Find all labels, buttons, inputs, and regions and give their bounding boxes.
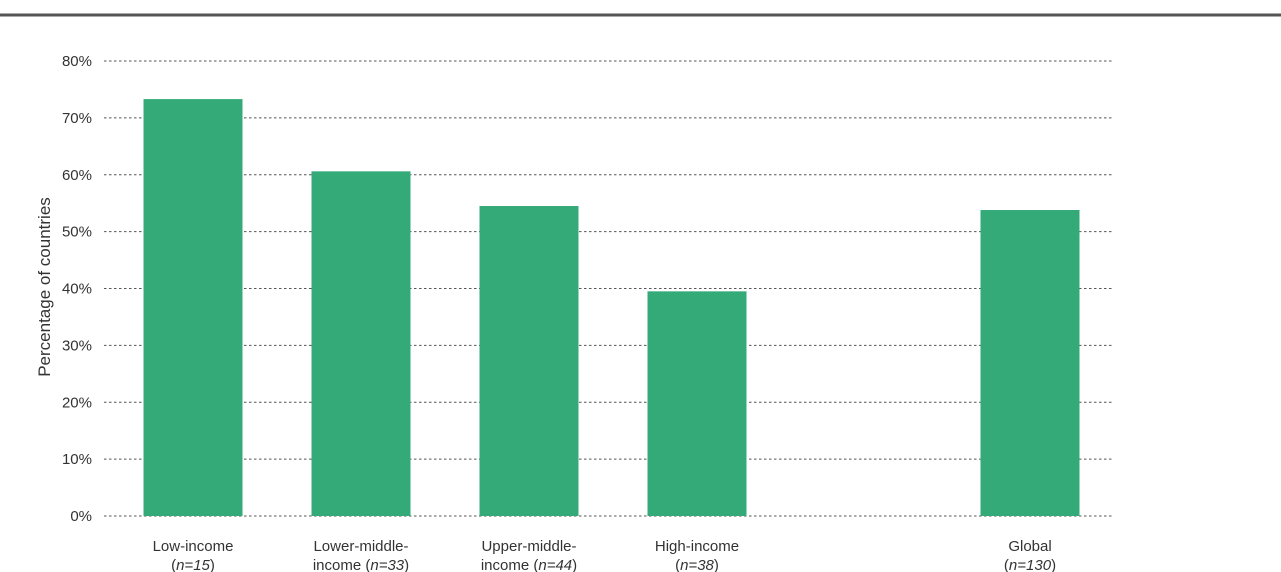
y-tick-label: 80% [62, 53, 92, 70]
x-category-count-label: (n=38) [675, 557, 719, 572]
x-axis-labels: Low-income (n=15) Lower-middle-income (n=3… [153, 538, 1057, 572]
y-tick-label: 60% [62, 167, 92, 184]
x-category-count-label: (n=15) [171, 557, 215, 572]
x-category-label: Low-income [153, 538, 234, 555]
bar [980, 210, 1080, 516]
y-tick-label: 30% [62, 337, 92, 354]
y-tick-label: 40% [62, 281, 92, 298]
bar [479, 206, 579, 516]
bar [143, 99, 243, 516]
x-category-label: Global [1008, 538, 1051, 555]
y-tick-label: 70% [62, 110, 92, 127]
x-category-count-label: income (n=44) [481, 557, 577, 572]
y-tick-label: 50% [62, 224, 92, 241]
x-category-label: High-income [655, 538, 739, 555]
bar [311, 171, 411, 516]
y-tick-label: 10% [62, 451, 92, 468]
x-category-label: Lower-middle- [313, 538, 408, 555]
x-category-count-label: income (n=33) [313, 557, 409, 572]
bar [647, 291, 747, 516]
bars [143, 99, 1080, 516]
x-category-count-label: (n=130) [1004, 557, 1056, 572]
y-axis-ticks: 0% 10% 20% 30% 40% 50% 60% 70% 80% [62, 53, 92, 525]
gridlines [104, 60, 1112, 517]
y-axis-label: Percentage of countries [35, 197, 54, 377]
y-tick-label: 20% [62, 394, 92, 411]
y-tick-label: 0% [70, 508, 92, 525]
x-category-label: Upper-middle- [481, 538, 576, 555]
